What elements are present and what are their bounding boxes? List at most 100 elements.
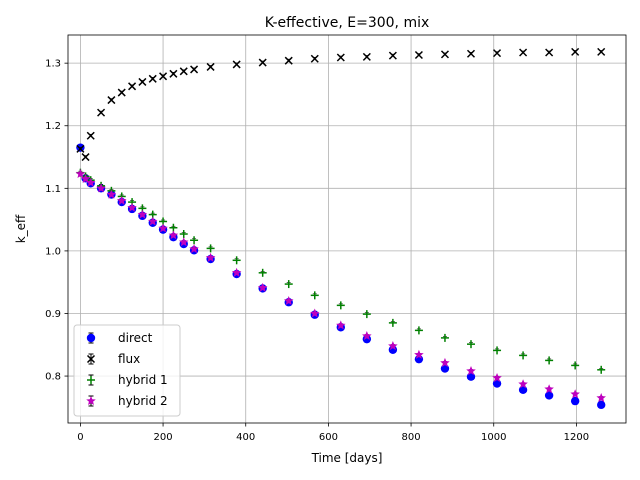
- y-tick-label: 1.2: [45, 121, 61, 132]
- flux-point: [107, 96, 116, 105]
- flux-point: [258, 58, 267, 67]
- hybrid-2-point: [137, 209, 148, 219]
- y-tick-label: 0.9: [45, 309, 61, 320]
- y-tick-label: 0.8: [45, 372, 61, 383]
- legend: direct flux hybrid 1 hybrid 2: [73, 324, 181, 417]
- series-hybrid-2: [75, 168, 606, 403]
- hybrid-2-point: [466, 366, 476, 376]
- x-axis-label: Time [days]: [311, 451, 383, 465]
- hybrid-1-point: [493, 346, 502, 355]
- x-tick-label: 600: [319, 432, 338, 443]
- direct-point: [570, 396, 580, 406]
- y-axis-label: k_eff: [14, 214, 28, 243]
- hybrid-2-point: [85, 177, 96, 187]
- hybrid-2-point: [596, 392, 606, 403]
- series-flux: [76, 47, 606, 162]
- hybrid-1-point: [206, 244, 215, 253]
- chart-title: K-effective, E=300, mix: [265, 15, 430, 31]
- legend-label: direct: [118, 331, 153, 345]
- y-tick-label: 1.1: [45, 184, 61, 195]
- hybrid-2-point: [257, 282, 268, 292]
- hybrid-2-point: [96, 183, 106, 193]
- legend-marker-hybrid-2: [86, 396, 96, 406]
- flux-point: [597, 47, 606, 56]
- hybrid-1-point: [545, 356, 554, 365]
- legend-marker-flux: [86, 354, 96, 364]
- hybrid-2-point: [178, 237, 189, 247]
- hybrid-1-point: [284, 280, 293, 289]
- hybrid-1-point: [571, 361, 580, 370]
- flux-point: [206, 62, 215, 71]
- flux-point: [571, 47, 580, 56]
- hybrid-2-point: [414, 349, 424, 359]
- hybrid-2-point: [158, 223, 168, 233]
- x-tick-label: 1000: [481, 432, 506, 443]
- hybrid-2-point: [310, 308, 320, 318]
- flux-point: [440, 50, 449, 59]
- hybrid-2-point: [283, 295, 294, 306]
- flux-point: [414, 50, 423, 60]
- flux-point: [86, 131, 95, 140]
- flux-point: [493, 49, 502, 58]
- x-tick-label: 200: [154, 432, 173, 443]
- plot-marks: [75, 47, 606, 410]
- hybrid-1-point: [310, 291, 319, 300]
- y-tick-label: 1.3: [45, 59, 61, 70]
- flux-point: [117, 88, 126, 97]
- hybrid-2-point: [388, 341, 398, 351]
- hybrid-1-point: [258, 268, 267, 277]
- flux-point: [284, 56, 293, 65]
- legend-marker-direct: [86, 333, 96, 343]
- hybrid-2-point: [544, 384, 554, 394]
- x-tick-label: 800: [402, 432, 421, 443]
- flux-point: [388, 51, 397, 60]
- flux-point: [545, 48, 554, 57]
- x-tick-label: 1200: [564, 432, 589, 443]
- hybrid-1-point: [336, 301, 345, 310]
- flux-point: [148, 74, 157, 83]
- hybrid-1-point: [190, 236, 199, 245]
- flux-point: [519, 48, 528, 57]
- flux-point: [76, 144, 85, 153]
- hybrid-1-point: [597, 365, 606, 374]
- flux-point: [232, 60, 241, 69]
- hybrid-2-point: [75, 168, 86, 178]
- flux-point: [128, 82, 137, 91]
- hybrid-2-point: [189, 244, 199, 254]
- hybrid-1-point: [362, 310, 371, 319]
- hybrid-2-point: [570, 389, 580, 399]
- direct-point: [466, 372, 476, 381]
- hybrid-2-point: [518, 379, 528, 389]
- hybrid-2-point: [336, 320, 346, 330]
- hybrid-2-point: [116, 195, 127, 205]
- hybrid-2-point: [492, 372, 502, 382]
- hybrid-2-point: [362, 331, 372, 341]
- flux-point: [81, 153, 90, 162]
- hybrid-2-point: [205, 252, 216, 262]
- hybrid-1-point: [440, 333, 449, 342]
- direct-point: [440, 364, 450, 373]
- hybrid-1-point: [179, 230, 188, 239]
- flux-point: [362, 52, 371, 61]
- flux-point: [97, 108, 106, 117]
- hybrid-1-point: [388, 318, 397, 327]
- legend-box: [73, 324, 181, 417]
- legend-label: flux: [118, 352, 140, 366]
- legend-marker-hybrid-1: [87, 376, 95, 384]
- legend-label: hybrid 1: [118, 373, 168, 387]
- flux-point: [190, 65, 199, 74]
- hybrid-2-point: [440, 357, 450, 367]
- hybrid-1-point: [232, 256, 241, 265]
- hybrid-1-point: [467, 340, 475, 349]
- y-tick-label: 1.0: [45, 246, 61, 257]
- hybrid-1-point: [519, 351, 528, 360]
- direct-point: [492, 379, 502, 388]
- flux-point: [138, 77, 147, 86]
- hybrid-1-point: [414, 326, 423, 335]
- x-tick-label: 400: [236, 432, 255, 443]
- plot-frame: [67, 34, 627, 424]
- x-tick-label: 0: [77, 432, 83, 443]
- hybrid-2-point: [147, 216, 158, 226]
- axis-ticks: 0 200 400 600 800 1000 1200 0.8 0.9 1.0 1.1 1.2 1.3: [45, 59, 589, 443]
